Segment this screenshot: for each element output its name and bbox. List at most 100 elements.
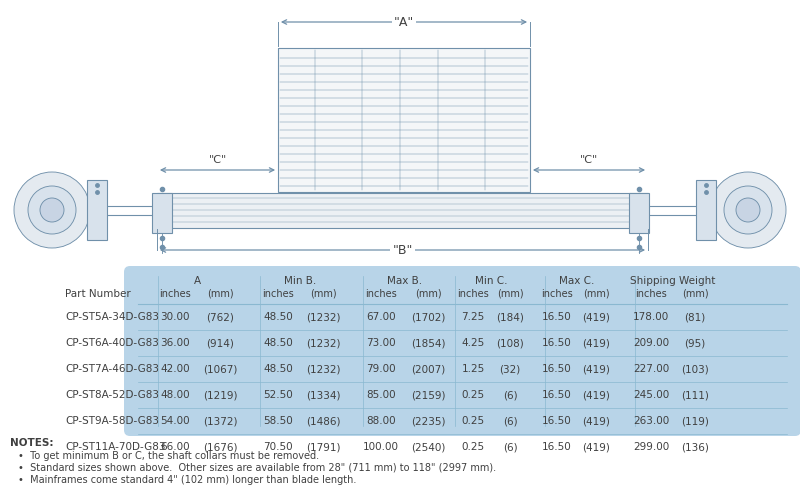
Text: 48.00: 48.00 xyxy=(160,390,190,400)
Circle shape xyxy=(28,186,76,234)
Bar xyxy=(87,180,107,240)
Text: (419): (419) xyxy=(582,364,610,374)
Text: 7.25: 7.25 xyxy=(462,312,485,322)
Text: (6): (6) xyxy=(502,442,518,452)
Text: CP-ST6A-40D-G83: CP-ST6A-40D-G83 xyxy=(65,338,159,348)
Text: 16.50: 16.50 xyxy=(542,416,572,426)
Text: •  Standard sizes shown above.  Other sizes are available from 28" (711 mm) to 1: • Standard sizes shown above. Other size… xyxy=(18,463,496,473)
Text: (419): (419) xyxy=(582,390,610,400)
Text: 0.25: 0.25 xyxy=(462,442,485,452)
Circle shape xyxy=(40,198,64,222)
Text: 0.25: 0.25 xyxy=(462,390,485,400)
Text: 16.50: 16.50 xyxy=(542,390,572,400)
Text: CP-ST8A-52D-G83: CP-ST8A-52D-G83 xyxy=(65,390,159,400)
Text: 70.50: 70.50 xyxy=(263,442,293,452)
Text: (1372): (1372) xyxy=(202,416,238,426)
Text: (mm): (mm) xyxy=(206,289,234,299)
Text: 4.25: 4.25 xyxy=(462,338,485,348)
Bar xyxy=(696,180,716,240)
Text: (1854): (1854) xyxy=(410,338,446,348)
Text: (mm): (mm) xyxy=(310,289,336,299)
Text: CP-ST11A-70D-G83: CP-ST11A-70D-G83 xyxy=(65,442,166,452)
Text: 88.00: 88.00 xyxy=(366,416,396,426)
Text: •  To get minimum B or C, the shaft collars must be removed.: • To get minimum B or C, the shaft colla… xyxy=(18,451,319,461)
Text: (419): (419) xyxy=(582,442,610,452)
Text: (2159): (2159) xyxy=(410,390,446,400)
Text: 227.00: 227.00 xyxy=(633,364,669,374)
Text: (1334): (1334) xyxy=(306,390,340,400)
Text: 48.50: 48.50 xyxy=(263,312,293,322)
Text: 66.00: 66.00 xyxy=(160,442,190,452)
Text: (1067): (1067) xyxy=(203,364,237,374)
Text: inches: inches xyxy=(365,289,397,299)
Text: "C": "C" xyxy=(208,155,226,165)
Text: inches: inches xyxy=(457,289,489,299)
Text: (103): (103) xyxy=(681,364,709,374)
Text: Shipping Weight: Shipping Weight xyxy=(630,276,716,286)
Text: "A": "A" xyxy=(394,15,414,28)
Text: (762): (762) xyxy=(206,312,234,322)
Text: 100.00: 100.00 xyxy=(363,442,399,452)
Text: 263.00: 263.00 xyxy=(633,416,669,426)
Text: (6): (6) xyxy=(502,416,518,426)
Text: inches: inches xyxy=(262,289,294,299)
Text: (1486): (1486) xyxy=(306,416,340,426)
Text: (1219): (1219) xyxy=(202,390,238,400)
Text: (419): (419) xyxy=(582,416,610,426)
Text: "C": "C" xyxy=(580,155,598,165)
Circle shape xyxy=(710,172,786,248)
Text: CP-ST7A-46D-G83: CP-ST7A-46D-G83 xyxy=(65,364,159,374)
Text: Max C.: Max C. xyxy=(559,276,594,286)
Text: (1232): (1232) xyxy=(306,338,340,348)
Text: 178.00: 178.00 xyxy=(633,312,669,322)
Text: 209.00: 209.00 xyxy=(633,338,669,348)
Text: 30.00: 30.00 xyxy=(160,312,190,322)
Text: Max B.: Max B. xyxy=(387,276,422,286)
Text: (1232): (1232) xyxy=(306,364,340,374)
Text: 73.00: 73.00 xyxy=(366,338,396,348)
Text: 42.00: 42.00 xyxy=(160,364,190,374)
Text: 79.00: 79.00 xyxy=(366,364,396,374)
Text: (136): (136) xyxy=(681,442,709,452)
Text: (914): (914) xyxy=(206,338,234,348)
Text: 48.50: 48.50 xyxy=(263,364,293,374)
Text: 245.00: 245.00 xyxy=(633,390,669,400)
Text: (1676): (1676) xyxy=(202,442,238,452)
Text: (mm): (mm) xyxy=(582,289,610,299)
Text: (mm): (mm) xyxy=(414,289,442,299)
Bar xyxy=(157,193,648,228)
Text: 36.00: 36.00 xyxy=(160,338,190,348)
Text: inches: inches xyxy=(541,289,573,299)
Text: (mm): (mm) xyxy=(497,289,523,299)
Text: (95): (95) xyxy=(684,338,706,348)
FancyBboxPatch shape xyxy=(124,266,800,436)
Text: CP-ST5A-34D-G83: CP-ST5A-34D-G83 xyxy=(65,312,159,322)
Text: Part Number: Part Number xyxy=(65,289,130,299)
Text: (2540): (2540) xyxy=(411,442,445,452)
Text: (184): (184) xyxy=(496,312,524,322)
Text: 58.50: 58.50 xyxy=(263,416,293,426)
Bar xyxy=(278,48,530,192)
Text: (419): (419) xyxy=(582,312,610,322)
Text: inches: inches xyxy=(159,289,191,299)
Text: (6): (6) xyxy=(502,390,518,400)
Text: 299.00: 299.00 xyxy=(633,442,669,452)
Circle shape xyxy=(14,172,90,248)
Text: (1232): (1232) xyxy=(306,312,340,322)
Text: (1702): (1702) xyxy=(411,312,445,322)
Text: (2007): (2007) xyxy=(411,364,445,374)
Text: Min B.: Min B. xyxy=(284,276,317,286)
Text: 52.50: 52.50 xyxy=(263,390,293,400)
Text: (119): (119) xyxy=(681,416,709,426)
Circle shape xyxy=(724,186,772,234)
Bar xyxy=(629,193,649,233)
Text: inches: inches xyxy=(635,289,667,299)
Text: (mm): (mm) xyxy=(682,289,708,299)
Text: "B": "B" xyxy=(392,244,413,256)
Text: 16.50: 16.50 xyxy=(542,364,572,374)
Text: (419): (419) xyxy=(582,338,610,348)
Text: A: A xyxy=(194,276,201,286)
Text: 48.50: 48.50 xyxy=(263,338,293,348)
Text: (111): (111) xyxy=(681,390,709,400)
Text: 16.50: 16.50 xyxy=(542,338,572,348)
